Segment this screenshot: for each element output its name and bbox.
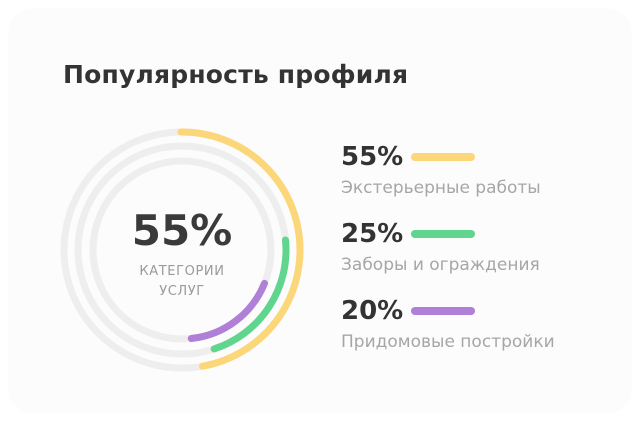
legend-swatch (411, 230, 475, 238)
legend-item: 25% Заборы и ограждения (341, 219, 631, 296)
radial-chart: 55% КАТЕГОРИИ УСЛУГ (60, 128, 304, 372)
ring-arc-3 (187, 279, 269, 343)
legend-label: Заборы и ограждения (341, 255, 540, 275)
legend-value: 20% (341, 296, 404, 326)
legend-value: 25% (341, 219, 404, 249)
center-caption: КАТЕГОРИИ УСЛУГ (139, 264, 225, 299)
ring-arc-2 (210, 236, 290, 353)
radial-chart-svg (60, 128, 304, 372)
legend-item: 55% Экстерьерные работы (341, 142, 631, 219)
legend-swatch (411, 307, 475, 315)
popularity-card: Популярность профиля 55% КАТЕГОРИИ УСЛУГ… (8, 8, 632, 414)
legend-item: 20% Придомовые постройки (341, 296, 631, 373)
legend-swatch (411, 153, 475, 161)
center-value: 55% (131, 206, 233, 255)
chart-legend: 55% Экстерьерные работы 25% Заборы и огр… (341, 142, 631, 373)
ring-track (89, 157, 275, 343)
ring-arc-1 (177, 128, 304, 370)
legend-label: Экстерьерные работы (341, 178, 541, 198)
legend-value: 55% (341, 142, 404, 172)
legend-label: Придомовые постройки (341, 332, 555, 352)
card-title: Популярность профиля (63, 60, 409, 89)
